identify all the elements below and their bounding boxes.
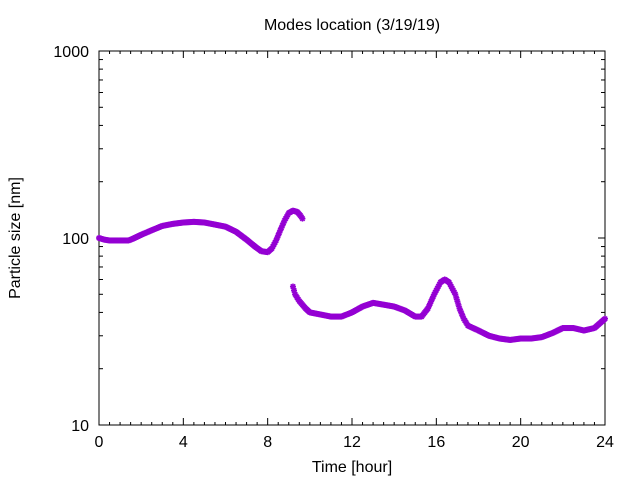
x-tick-label: 8	[263, 434, 272, 451]
x-axis-label: Time [hour]	[312, 459, 392, 476]
axis-ticks	[98, 50, 606, 426]
x-tick-label: 24	[596, 434, 614, 451]
y-tick-label: 10	[71, 418, 89, 435]
data-point	[602, 315, 608, 322]
y-tick-label: 100	[62, 231, 89, 248]
data-point	[299, 215, 306, 222]
x-tick-label: 0	[95, 434, 104, 451]
y-axis-label: Particle size [nm]	[7, 177, 24, 299]
plot-frame	[98, 50, 606, 426]
x-tick-label: 16	[427, 434, 445, 451]
x-tick-label: 20	[512, 434, 530, 451]
x-tick-label: 12	[343, 434, 361, 451]
axis-tick-labels: 0 4 8 12 16 20 24 10 100 1000	[53, 44, 614, 451]
y-tick-label: 1000	[53, 44, 89, 61]
chart-title: Modes location (3/19/19)	[264, 17, 440, 34]
x-tick-label: 4	[179, 434, 188, 451]
data-points	[96, 207, 608, 343]
